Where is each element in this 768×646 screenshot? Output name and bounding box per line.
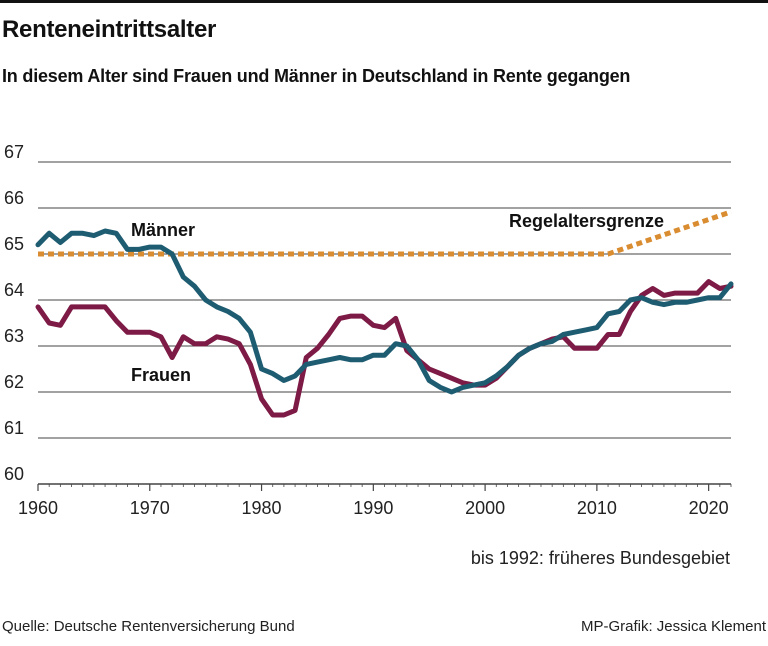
series-label-maenner: Männer [131, 220, 195, 240]
y-tick-label-62: 62 [4, 372, 24, 392]
series-labels: Männer Frauen Regelaltersgrenze [131, 211, 664, 385]
x-tick-label-1990: 1990 [353, 498, 393, 518]
x-tick-label-2010: 2010 [577, 498, 617, 518]
source-text: Quelle: Deutsche Rentenversicherung Bund [2, 618, 295, 635]
series-label-regelaltersgrenze: Regelaltersgrenze [509, 211, 664, 231]
x-tick-label-1970: 1970 [130, 498, 170, 518]
footnote: bis 1992: früheres Bundesgebiet [470, 548, 730, 568]
series-line-maenner [35, 228, 734, 395]
series-label-frauen: Frauen [131, 365, 191, 385]
y-tick-label-61: 61 [4, 418, 24, 438]
x-tick-label-1960: 1960 [18, 498, 58, 518]
y-tick-label-64: 64 [4, 280, 24, 300]
series-line-regel [38, 209, 732, 257]
x-tick-label-2020: 2020 [689, 498, 729, 518]
y-tick-label-60: 60 [4, 464, 24, 484]
credit-text: MP-Grafik: Jessica Klement [580, 618, 766, 635]
y-tick-label-65: 65 [4, 234, 24, 254]
series-line-frauen [35, 279, 734, 418]
y-axis-ticks: 60 61 62 63 64 65 66 67 [4, 142, 24, 484]
chart-subtitle: In diesem Alter sind Frauen und Männer i… [2, 66, 631, 86]
x-axis-ticks: 1960 1970 1980 1990 2000 2010 2020 [18, 484, 732, 518]
series-lines [35, 209, 734, 418]
chart-title: Renteneintrittsalter [2, 16, 217, 43]
x-tick-label-1980: 1980 [242, 498, 282, 518]
x-tick-label-2000: 2000 [465, 498, 505, 518]
top-rule [0, 0, 768, 3]
y-tick-label-66: 66 [4, 188, 24, 208]
y-tick-label-63: 63 [4, 326, 24, 346]
y-tick-label-67: 67 [4, 142, 24, 162]
